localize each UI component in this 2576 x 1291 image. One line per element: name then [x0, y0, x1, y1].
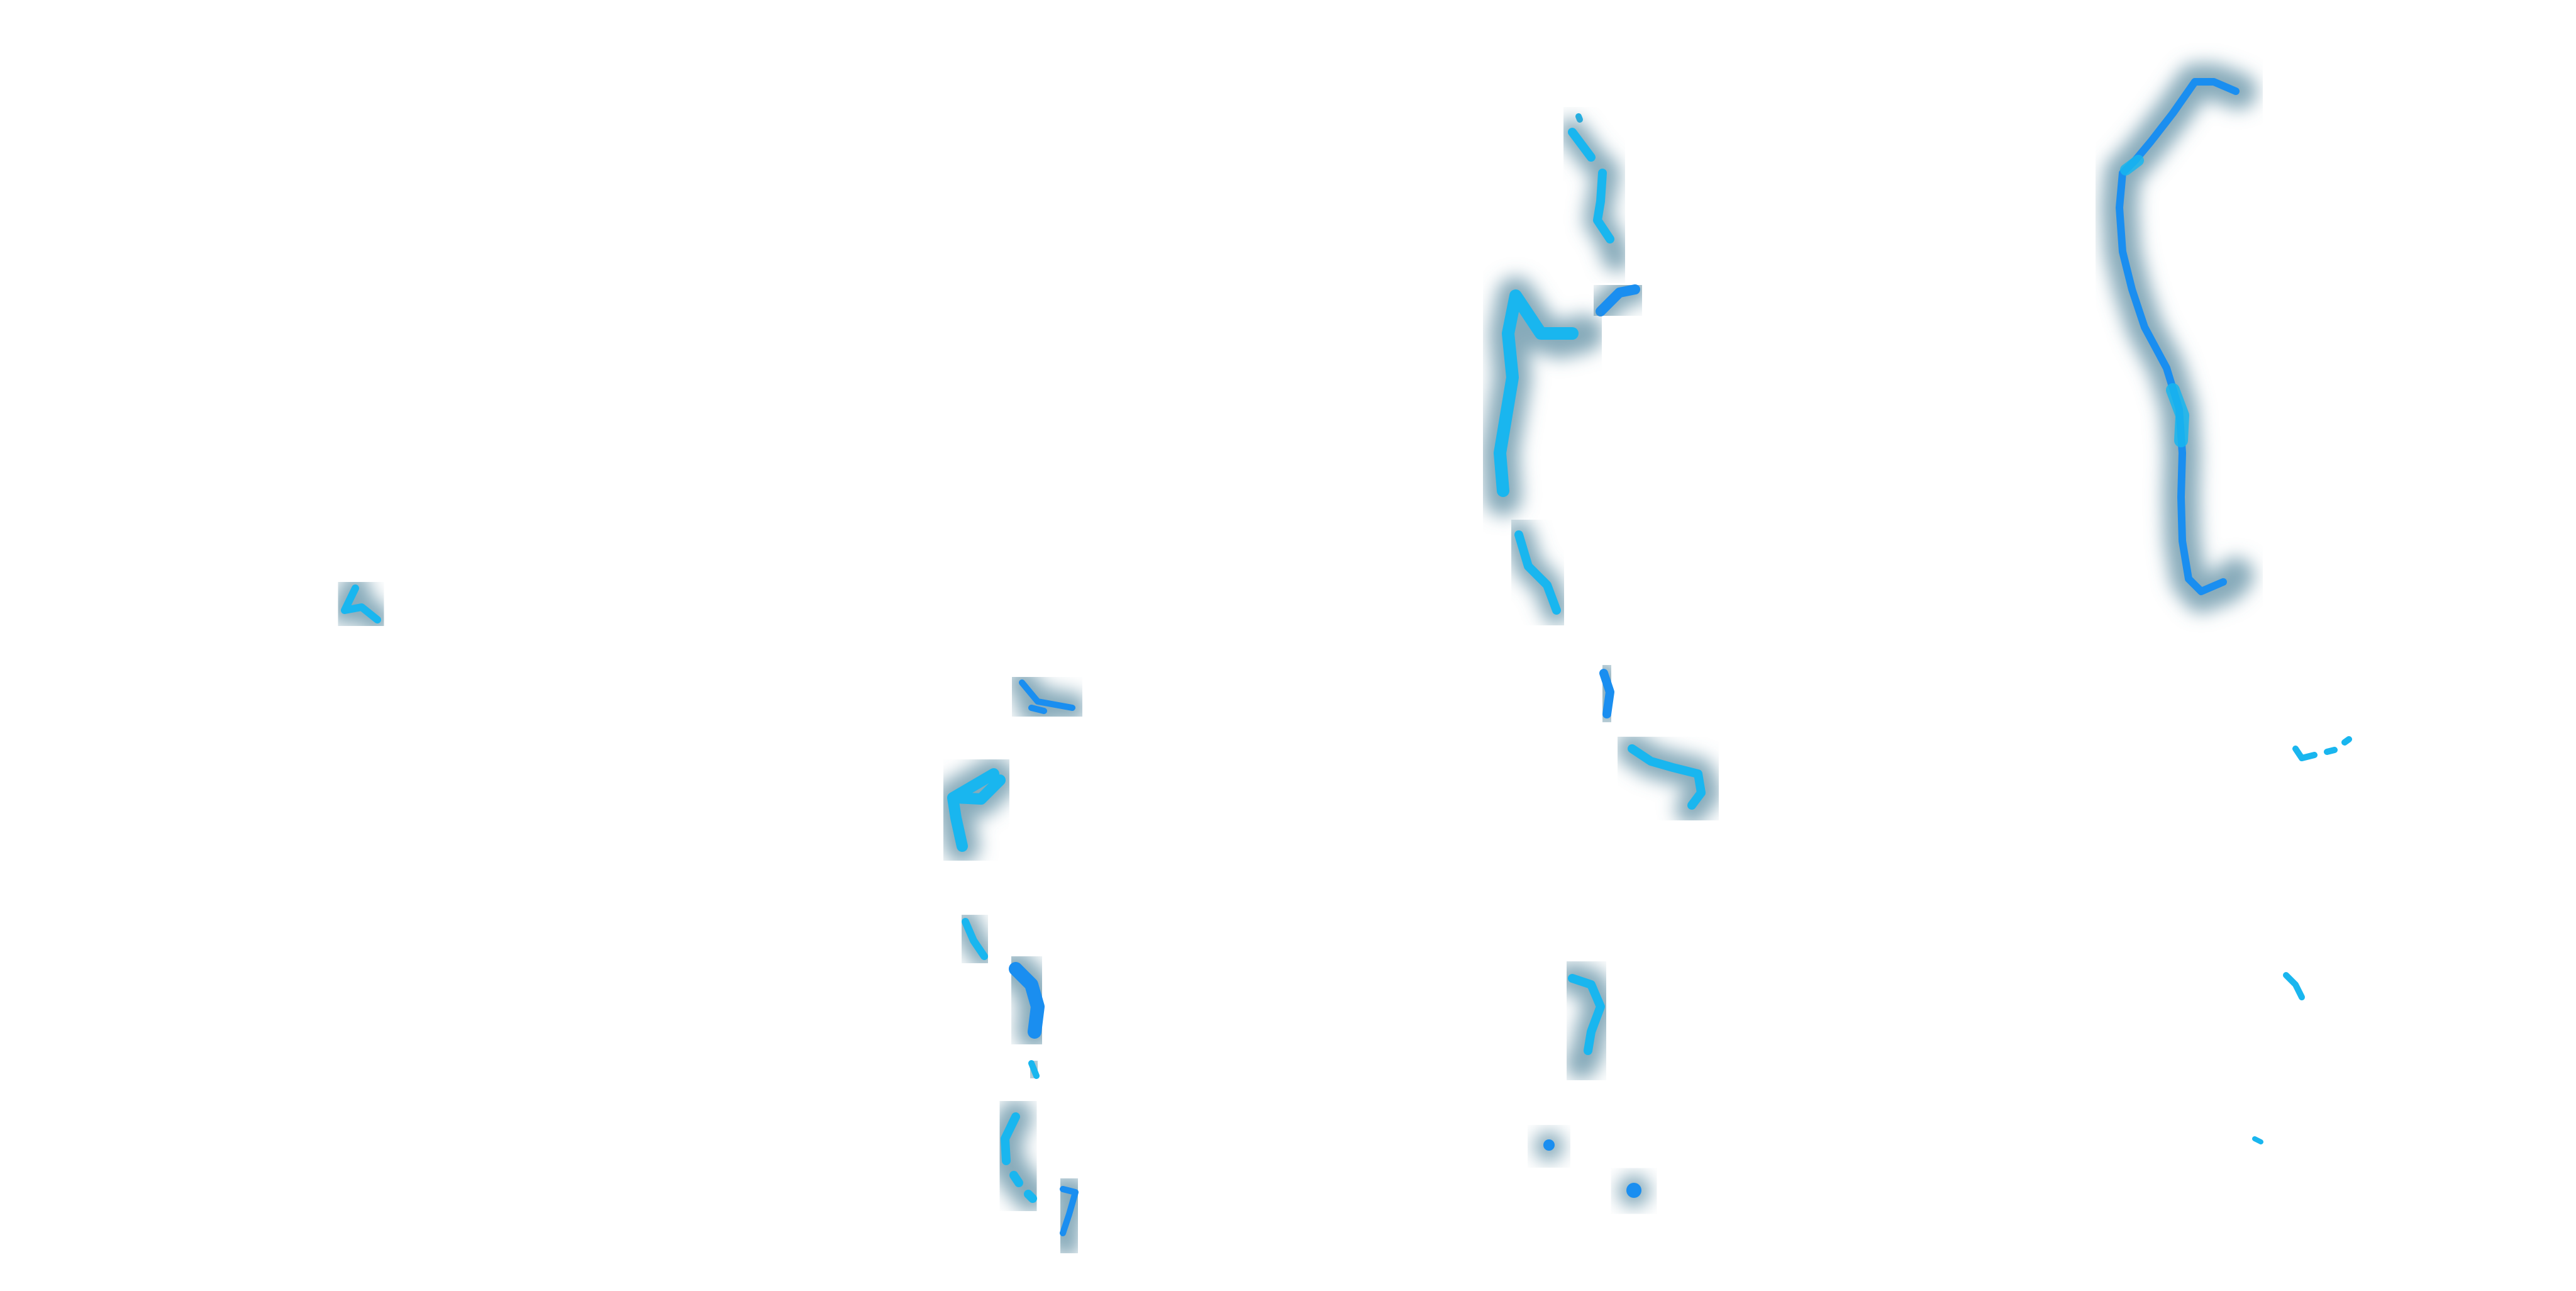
stroke-core-highlight	[2166, 383, 2189, 447]
stroke-dot-core	[1626, 1183, 1641, 1198]
stroke-core	[2283, 972, 2305, 1000]
stroke-core	[1494, 289, 1579, 497]
stroke-cluster-mid-left	[935, 668, 1091, 1258]
stroke-core	[1575, 113, 1583, 123]
stroke-core	[1060, 1186, 1079, 1236]
stroke-core	[2292, 736, 2352, 761]
stroke-core	[1628, 744, 1706, 810]
stroke-core	[1568, 974, 1605, 1055]
stroke-core-highlight	[2120, 155, 2144, 176]
stroke-core	[1596, 284, 1640, 316]
stroke-core	[1001, 1112, 1037, 1203]
stroke-core	[341, 584, 381, 623]
stroke-cluster-center	[1481, 109, 1721, 1207]
stroke-dot-core	[1543, 1139, 1555, 1151]
stroke-core	[947, 768, 1006, 852]
stroke-cluster-right	[2101, 64, 2257, 613]
stroke-core	[1028, 1060, 1040, 1079]
stroke-cluster-left	[330, 573, 392, 635]
stroke-cluster-far-right	[2252, 736, 2352, 1144]
stroke-core	[962, 918, 988, 960]
stroke-core	[1019, 679, 1075, 714]
stroke-core	[1599, 669, 1614, 718]
stroke-core	[1568, 128, 1614, 243]
stroke-core	[1514, 530, 1561, 615]
stroke-core	[2116, 78, 2240, 595]
stroke-core	[2252, 1136, 2263, 1144]
stroke-core	[1009, 962, 1045, 1039]
